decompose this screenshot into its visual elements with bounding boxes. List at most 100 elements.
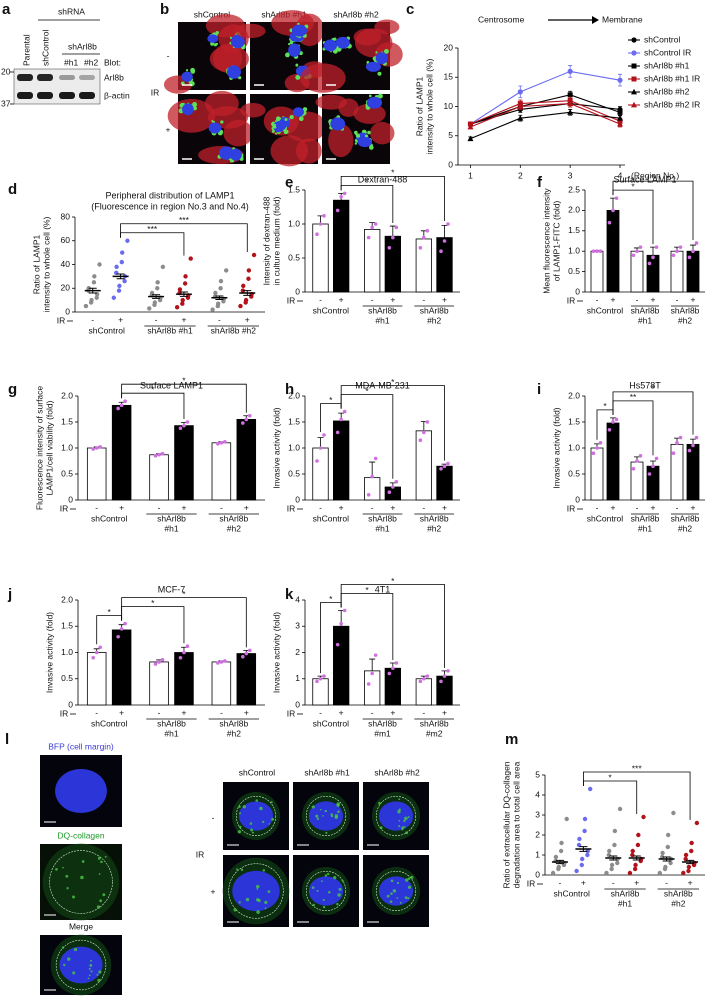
bar xyxy=(686,443,700,501)
group-label: shArl8b xyxy=(368,305,397,315)
y-axis-label: Invasive activity (fold) xyxy=(551,407,561,488)
data-point xyxy=(422,676,426,681)
treatment-label: - xyxy=(559,877,562,887)
point xyxy=(467,135,474,142)
data-point xyxy=(635,842,641,848)
treatment-label: + xyxy=(244,502,249,512)
data-point xyxy=(238,303,243,309)
significance-label: * xyxy=(108,607,112,617)
nucleus xyxy=(357,137,372,148)
data-point xyxy=(216,661,220,665)
treatment-label: - xyxy=(95,502,98,512)
dq-signal xyxy=(336,802,340,806)
data-point xyxy=(689,840,694,846)
data-point xyxy=(213,290,218,296)
data-point xyxy=(219,441,224,445)
data-point xyxy=(439,679,443,684)
y-tick-label: 2.0 xyxy=(568,205,580,215)
dq-signal xyxy=(102,893,106,897)
group-label: shArl8b xyxy=(219,718,248,728)
panel-letter: m xyxy=(505,731,518,748)
y-tick-label: 20 xyxy=(61,283,71,293)
y-axis-label: Fluorescence intensity of surface xyxy=(34,386,44,511)
treatment-label: - xyxy=(371,707,374,717)
dq-signal xyxy=(322,905,326,909)
significance-label: * xyxy=(651,172,655,182)
data-point xyxy=(339,621,343,626)
group-label: shArl8b xyxy=(611,888,640,898)
y-tick-label: 0.5 xyxy=(568,266,580,276)
dq-signal xyxy=(316,817,320,821)
bar xyxy=(606,422,620,501)
significance-label: * xyxy=(365,386,369,396)
data-point xyxy=(665,844,670,850)
data-point xyxy=(223,439,227,444)
data-point xyxy=(609,862,615,868)
dq-signal xyxy=(264,907,267,910)
group-label: #h1 xyxy=(164,523,178,533)
significance-label: * xyxy=(365,177,369,187)
error-bar xyxy=(579,846,588,852)
data-point xyxy=(94,650,99,655)
data-point xyxy=(183,274,188,279)
treatment-label: - xyxy=(612,877,615,887)
nucleus xyxy=(182,103,194,116)
data-point xyxy=(157,660,161,664)
cell-margin xyxy=(235,795,277,837)
lamp1-signal xyxy=(185,69,189,72)
group-label: shControl xyxy=(587,513,623,523)
treatment-label: - xyxy=(636,294,639,304)
y-tick-label: 0.5 xyxy=(61,468,73,478)
group-label: #h2 xyxy=(227,523,241,533)
nucleus xyxy=(230,34,245,49)
data-point xyxy=(651,464,655,469)
bar xyxy=(174,425,194,501)
lamp1-signal xyxy=(295,74,301,80)
treatment-label: + xyxy=(442,707,447,717)
data-point xyxy=(366,235,371,240)
nucleus xyxy=(335,36,350,49)
significance-label: * xyxy=(391,168,395,178)
y-tick-label: 3 xyxy=(295,621,300,631)
data-point xyxy=(556,864,561,870)
y-axis-label: Ratio of LAMP1 xyxy=(31,234,41,294)
y-axis-label: degradation area to total cell area xyxy=(511,761,521,888)
lamp1-signal xyxy=(375,51,378,54)
data-point xyxy=(694,241,699,245)
dq-signal xyxy=(239,812,242,815)
data-point xyxy=(617,806,623,812)
y-tick-label: 2 xyxy=(535,829,540,839)
dq-signal xyxy=(326,872,330,876)
data-point xyxy=(585,852,590,858)
treatment-axis-label: IR xyxy=(287,708,296,718)
cell-margin xyxy=(375,870,417,912)
data-point xyxy=(241,283,246,289)
y-tick-label: 15 xyxy=(444,72,454,82)
data-point xyxy=(339,195,343,199)
y-tick-label: 1.5 xyxy=(61,416,73,426)
data-point xyxy=(559,840,564,846)
data-point xyxy=(120,250,125,255)
dq-signal xyxy=(98,873,101,875)
channel-label: BFP (cell margin) xyxy=(48,741,114,751)
group-label: shArl8b xyxy=(420,718,449,728)
dq-signal xyxy=(410,875,414,879)
bar xyxy=(415,678,432,706)
dq-signal xyxy=(315,814,319,818)
group-label: shArl8b #h1 xyxy=(147,325,193,335)
error-bar xyxy=(389,225,396,237)
panel-letter: d xyxy=(8,181,17,198)
data-point xyxy=(251,252,257,258)
lamp1-signal xyxy=(377,71,382,76)
dq-signal xyxy=(256,888,259,890)
group-label: shArl8b xyxy=(368,718,397,728)
data-point xyxy=(188,256,193,261)
chart-title: 4T1 xyxy=(375,584,391,594)
y-tick-label: 5 xyxy=(535,769,540,779)
data-point xyxy=(373,653,378,657)
dq-signal xyxy=(67,957,71,961)
legend-marker xyxy=(631,101,637,108)
column-label: shArl8b #h2 xyxy=(374,767,420,777)
data-point xyxy=(446,669,450,673)
point xyxy=(567,68,573,74)
